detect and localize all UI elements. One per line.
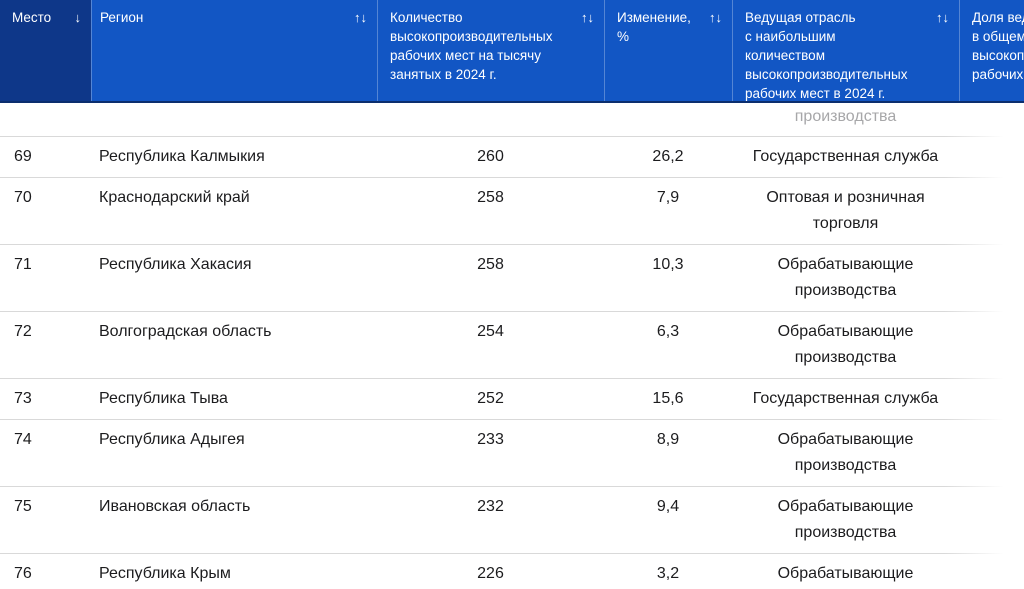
column-header-place[interactable]: Место ↓ [0, 0, 91, 101]
column-label: Доля вед в общем высокоп рабочих [972, 10, 1024, 82]
table-row: 70 Краснодарский край 258 7,9 Оптовая и … [0, 178, 1024, 245]
sort-both-icon: ↑↓ [936, 10, 949, 25]
cell-qty: 254 [477, 323, 504, 340]
column-label: Место [12, 10, 52, 25]
cell-change: 15,6 [652, 390, 684, 407]
cell-share [959, 379, 1024, 419]
cell-place: 75 [14, 498, 32, 515]
cell-qty: 233 [477, 431, 504, 448]
table-row: 74 Республика Адыгея 233 8,9 Обрабатываю… [0, 420, 1024, 487]
cell-change: 3,2 [656, 565, 680, 582]
table-row: 69 Республика Калмыкия 260 26,2 Государс… [0, 137, 1024, 178]
cell-place: 70 [14, 189, 32, 206]
cell-place [0, 103, 91, 136]
cell-region: Республика Тыва [99, 390, 228, 407]
table-row: 76 Республика Крым 226 3,2 Обрабатывающи… [0, 554, 1024, 589]
table-row: 75 Ивановская область 232 9,4 Обрабатыва… [0, 487, 1024, 554]
cell-share [959, 420, 1024, 486]
cell-change: 8,9 [656, 431, 680, 448]
cell-qty: 252 [477, 390, 504, 407]
cell-place: 74 [14, 431, 32, 448]
cell-region: Республика Хакасия [99, 256, 252, 273]
sort-both-icon: ↑↓ [709, 10, 722, 25]
cell-place: 76 [14, 565, 32, 582]
cell-industry: Оптовая и розничная торговля [766, 189, 925, 232]
cell-industry: Государственная служба [752, 148, 939, 165]
table-row: 71 Республика Хакасия 258 10,3 Обрабатыв… [0, 245, 1024, 312]
cell-qty [377, 103, 604, 136]
cell-place: 72 [14, 323, 32, 340]
cell-region [91, 103, 377, 136]
column-header-leading-industry[interactable]: Ведущая отрасль с наибольшим количеством… [732, 0, 959, 101]
cell-share [959, 554, 1024, 589]
column-header-jobs-per-thousand[interactable]: Количество высокопроизводительных рабочи… [377, 0, 604, 101]
cell-qty: 226 [477, 565, 504, 582]
cell-industry: Обрабатывающие производства [777, 323, 914, 366]
cell-industry: Обрабатывающие производства [777, 431, 914, 474]
cell-share [959, 487, 1024, 553]
cell-industry: производства [794, 108, 897, 125]
cell-place: 71 [14, 256, 32, 273]
cell-region: Волгоградская область [99, 323, 272, 340]
table-body: производства 69 Республика Калмыкия 260 … [0, 103, 1024, 589]
sort-down-icon: ↓ [74, 10, 82, 25]
cell-share [959, 245, 1024, 311]
sort-both-icon: ↑↓ [581, 10, 594, 25]
cell-qty: 260 [477, 148, 504, 165]
cell-industry: Государственная служба [752, 390, 939, 407]
cell-share [959, 103, 1024, 136]
table-row: производства [0, 103, 1024, 137]
cell-change: 7,9 [656, 189, 680, 206]
column-label: Количество высокопроизводительных рабочи… [390, 10, 553, 82]
cell-share [959, 178, 1024, 244]
cell-place: 73 [14, 390, 32, 407]
cell-region: Краснодарский край [99, 189, 250, 206]
cell-change: 6,3 [656, 323, 680, 340]
cell-change: 9,4 [656, 498, 680, 515]
cell-change: 10,3 [652, 256, 684, 273]
table-row: 73 Республика Тыва 252 15,6 Государствен… [0, 379, 1024, 420]
column-header-change-percent[interactable]: Изменение, % ↑↓ [604, 0, 732, 101]
cell-place: 69 [14, 148, 32, 165]
cell-share [959, 312, 1024, 378]
sort-both-icon: ↑↓ [354, 10, 367, 25]
column-header-share[interactable]: Доля вед в общем высокоп рабочих [959, 0, 1024, 101]
cell-region: Республика Адыгея [99, 431, 245, 448]
cell-change [604, 103, 732, 136]
cell-region: Ивановская область [99, 498, 251, 515]
cell-region: Республика Калмыкия [99, 148, 265, 165]
column-label: Ведущая отрасль с наибольшим количеством… [745, 10, 908, 101]
cell-qty: 258 [477, 189, 504, 206]
cell-region: Республика Крым [99, 565, 231, 582]
column-label: Изменение, % [617, 10, 691, 44]
cell-industry: Обрабатывающие производства [777, 498, 914, 541]
table-header: Место ↓ Регион ↑↓ Количество высокопроиз… [0, 0, 1024, 103]
column-header-region[interactable]: Регион ↑↓ [91, 0, 377, 101]
table-row: 72 Волгоградская область 254 6,3 Обрабат… [0, 312, 1024, 379]
column-label: Регион [100, 10, 144, 25]
cell-industry: Обрабатывающие производства [777, 565, 914, 582]
cell-change: 26,2 [652, 148, 684, 165]
cell-qty: 232 [477, 498, 504, 515]
cell-share [959, 137, 1024, 177]
cell-qty: 258 [477, 256, 504, 273]
cell-industry: Обрабатывающие производства [777, 256, 914, 299]
